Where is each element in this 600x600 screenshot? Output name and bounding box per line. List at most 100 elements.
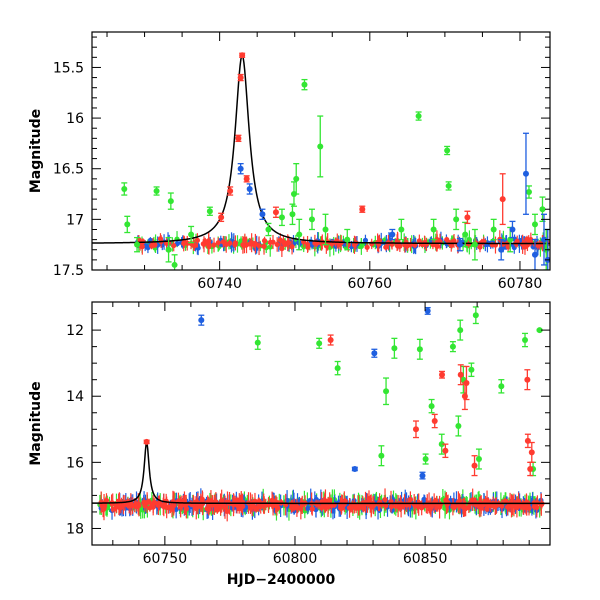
data-point	[378, 452, 385, 459]
x-axis: 60740 60760 60780	[106, 32, 543, 292]
data-point	[464, 214, 471, 221]
data-point	[121, 185, 128, 192]
band-point-red	[169, 506, 175, 512]
band-point-red	[279, 246, 285, 252]
band-point-red	[238, 503, 244, 509]
band-point-red	[199, 496, 205, 502]
band-point-red	[155, 502, 161, 508]
band-point-red	[232, 497, 238, 504]
data-point	[383, 388, 390, 395]
data-point	[344, 236, 351, 243]
x-tick-label: 60760	[348, 276, 393, 292]
data-point	[243, 175, 250, 182]
data-point	[445, 182, 452, 189]
band-point-red	[197, 503, 204, 509]
data-point	[389, 231, 396, 238]
band-point-red	[346, 505, 353, 511]
data-point	[455, 422, 462, 429]
y-tick-label: 16	[66, 455, 84, 471]
band-point-red	[161, 502, 167, 508]
series-green	[254, 306, 543, 477]
panel-bottom: 60750 60800 60850 12 14 16 18 Magnitude HJD−2400…	[28, 301, 551, 588]
band-point-red	[477, 499, 483, 505]
band-point-red	[298, 506, 304, 512]
band-point-red	[227, 240, 233, 246]
band-point-red	[304, 241, 311, 248]
band-point-red	[383, 244, 389, 250]
band-point-red	[448, 242, 454, 249]
band-point-red	[232, 240, 238, 246]
data-point	[428, 403, 435, 410]
data-point	[412, 426, 419, 433]
data-point	[153, 188, 160, 195]
data-point	[272, 209, 279, 216]
band-point-red	[393, 503, 399, 509]
data-point	[124, 221, 131, 228]
model-curve	[92, 440, 550, 505]
band-point-red	[327, 497, 333, 503]
series-blue	[237, 132, 550, 270]
data-point	[471, 462, 478, 469]
data-point	[438, 441, 445, 448]
data-point	[391, 345, 398, 352]
data-point	[351, 465, 358, 472]
data-point	[490, 226, 497, 233]
band-point-red	[451, 238, 457, 244]
band-point-red	[502, 498, 508, 504]
data-point	[499, 196, 506, 203]
band-point-red	[504, 504, 511, 510]
band-point-red	[206, 244, 212, 250]
data-point	[468, 366, 475, 373]
band-point-red	[214, 507, 220, 513]
band-point-red	[531, 504, 538, 510]
x-tick-label: 60780	[498, 276, 543, 292]
data-point	[134, 241, 141, 248]
data-point	[416, 346, 423, 353]
y-axis-label: Magnitude	[28, 381, 44, 465]
data-point	[431, 418, 438, 425]
series-green	[121, 78, 550, 270]
data-point	[522, 170, 529, 177]
band-point-red	[256, 498, 262, 504]
band-point-red	[492, 503, 498, 510]
data-point	[415, 113, 422, 120]
band-point-red	[382, 497, 388, 503]
series-red	[143, 334, 535, 477]
data-point	[308, 216, 315, 223]
x-axis: 60750 60800 60850	[112, 302, 530, 567]
data-point	[235, 135, 242, 142]
band-point-red	[194, 237, 201, 243]
band-point-red	[294, 505, 300, 511]
axes-frame	[91, 31, 551, 271]
data-point	[439, 371, 446, 378]
band-point-red	[128, 501, 134, 507]
band-point-red	[224, 508, 230, 514]
data-point	[449, 343, 456, 350]
data-point	[301, 81, 308, 88]
band-point-red	[336, 242, 342, 248]
x-tick-label: 60800	[273, 551, 318, 567]
data-point	[246, 185, 253, 192]
x-axis-label: HJD−2400000	[227, 572, 336, 588]
band-point-red	[171, 242, 177, 249]
band-point-red	[289, 244, 295, 250]
band-point-red	[388, 503, 395, 510]
data-point	[524, 376, 531, 383]
data-point	[334, 365, 341, 372]
y-axis-label: Magnitude	[28, 109, 44, 193]
data-point	[471, 241, 478, 248]
data-point	[522, 337, 529, 344]
band-point-red	[318, 505, 325, 511]
y-axis: 15.5 16 16.5 17 17.5	[53, 36, 550, 279]
band-point-red	[256, 243, 262, 249]
data-point	[475, 456, 482, 463]
band-point-red	[465, 241, 472, 247]
band-point-red	[193, 505, 199, 512]
data-point	[509, 226, 516, 233]
data-point	[143, 438, 150, 445]
band-point-green	[267, 244, 273, 250]
band-point-red	[361, 505, 367, 512]
data-point	[457, 371, 464, 378]
data-point	[456, 241, 463, 248]
